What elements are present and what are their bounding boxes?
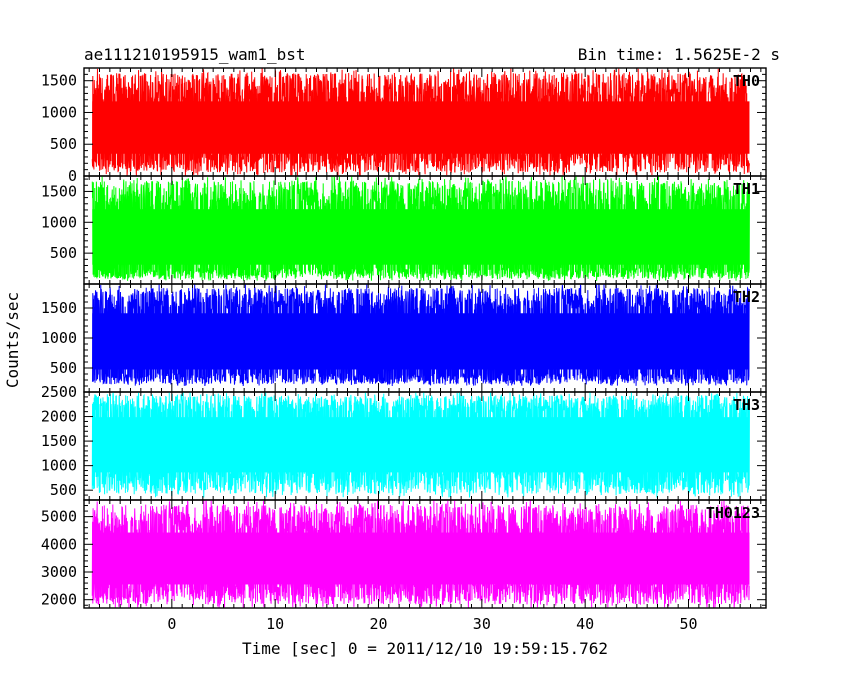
series-band-th0123: [92, 532, 750, 585]
y-tick-label: 2000: [41, 408, 77, 426]
y-tick-label: 0: [68, 167, 77, 185]
plot-title: ae111210195915_wam1_bst: [84, 45, 306, 64]
x-tick-label: 30: [473, 615, 491, 633]
y-tick-label: 3000: [41, 563, 77, 581]
y-tick-label: 1500: [41, 299, 77, 317]
panel-th3: 500 1000 1500 2000 2500 TH3: [41, 383, 767, 501]
panel-label-th0123: TH0123: [706, 504, 760, 522]
y-tick-label: 500: [50, 359, 77, 377]
y-tick-label: 1500: [41, 72, 77, 90]
y-tick-label: 500: [50, 481, 77, 499]
x-tick-label: 10: [266, 615, 284, 633]
panel-label-th1: TH1: [733, 180, 760, 198]
y-tick-label: 500: [50, 135, 77, 153]
panel-label-th3: TH3: [733, 396, 760, 414]
bin-time-label: Bin time: 1.5625E-2 s: [578, 45, 780, 64]
x-axis-label: Time [sec] 0 = 2011/12/10 19:59:15.762: [242, 639, 608, 658]
x-tick-label: 20: [369, 615, 387, 633]
y-tick-label: 2500: [41, 383, 77, 401]
y-tick-label: 4000: [41, 535, 77, 553]
y-tick-label: 2000: [41, 591, 77, 609]
y-tick-label: 1000: [41, 213, 77, 231]
y-tick-label: 500: [50, 244, 77, 262]
y-tick-label: 1500: [41, 432, 77, 450]
series-band-th2: [92, 313, 750, 370]
series-band-th3: [92, 417, 750, 473]
y-tick-label: 5000: [41, 508, 77, 526]
y-tick-label: 1500: [41, 182, 77, 200]
y-tick-label: 1000: [41, 329, 77, 347]
series-line-th3: [91, 391, 750, 498]
x-tick-label: 40: [576, 615, 594, 633]
x-tick-label: 50: [679, 615, 697, 633]
panel-th2: 500 1000 1500 TH2: [41, 283, 767, 393]
panel-th0123: 2000 3000 4000 5000 TH0123: [41, 499, 767, 609]
series-band-th1: [92, 209, 750, 265]
y-tick-label: 1000: [41, 103, 77, 121]
y-tick-label: 1000: [41, 457, 77, 475]
panel-th0: 0 500 1000 1500 TH0: [41, 67, 767, 185]
panel-th1: 500 1000 1500 TH1: [41, 175, 767, 285]
panel-frame: [83, 499, 767, 609]
panel-label-th0: TH0: [733, 72, 760, 90]
series-band-th0: [92, 101, 750, 154]
panel-label-th2: TH2: [733, 288, 760, 306]
y-axis-label: Counts/sec: [3, 292, 22, 388]
x-tick-label: 0: [167, 615, 176, 633]
